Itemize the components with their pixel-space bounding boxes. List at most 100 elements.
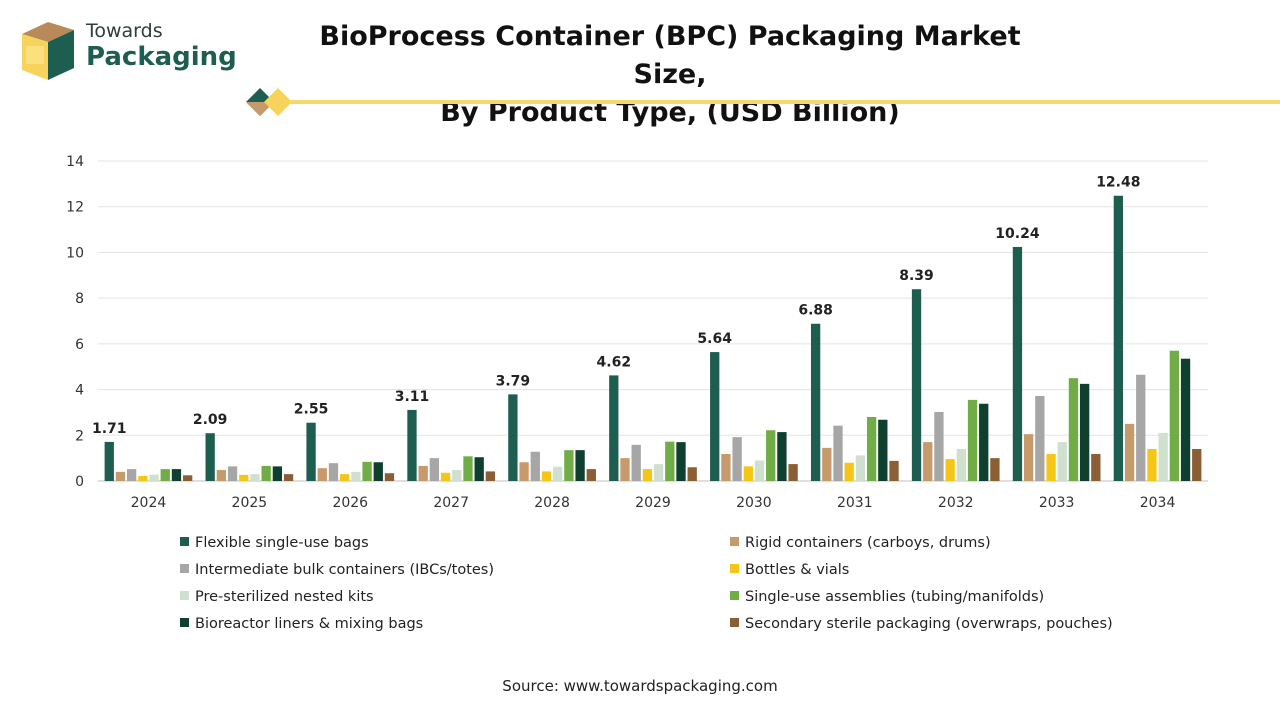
legend-label: Rigid containers (carboys, drums) [745, 535, 991, 551]
bar [889, 460, 899, 481]
y-tick-label: 8 [75, 291, 84, 307]
logo-text-packaging: Packaging [86, 42, 237, 72]
legend-item: Pre-sterilized nested kits [180, 589, 374, 605]
bar [878, 419, 888, 481]
legend-swatch [180, 618, 189, 627]
bar [362, 461, 372, 481]
bar [609, 375, 619, 481]
chart-title: BioProcess Container (BPC) Packaging Mar… [300, 18, 1040, 132]
bar [754, 460, 765, 481]
legend-item: Single-use assemblies (tubing/manifolds) [730, 589, 1044, 605]
bar [810, 323, 821, 481]
bar [945, 459, 955, 481]
bar [665, 441, 675, 481]
y-tick-label: 12 [66, 200, 84, 216]
legend-item: Intermediate bulk containers (IBCs/totes… [180, 562, 494, 578]
bar [979, 403, 989, 481]
bar [115, 471, 126, 481]
bar [261, 465, 271, 481]
data-label: 1.71 [92, 421, 127, 437]
bar [485, 471, 496, 481]
bar [1012, 246, 1023, 481]
bar [384, 473, 395, 481]
bar [317, 468, 327, 481]
bar [149, 474, 159, 481]
x-tick-label: 2027 [433, 495, 469, 511]
bar [340, 474, 350, 481]
bar [934, 411, 944, 481]
x-tick-label: 2026 [332, 495, 368, 511]
data-label: 8.39 [899, 268, 934, 284]
y-tick-label: 2 [75, 428, 84, 444]
x-tick-label: 2034 [1140, 495, 1176, 511]
x-tick-label: 2024 [131, 495, 167, 511]
data-label: 12.48 [1096, 175, 1140, 191]
bar [508, 394, 518, 481]
bar [866, 417, 877, 481]
bar [1079, 383, 1090, 481]
legend-item: Secondary sterile packaging (overwraps, … [730, 616, 1113, 632]
bar [530, 451, 540, 481]
x-tick-label: 2032 [938, 495, 974, 511]
legend-label: Intermediate bulk containers (IBCs/totes… [195, 562, 495, 578]
towards-packaging-logo [22, 22, 74, 80]
legend-swatch [730, 537, 739, 546]
bar [418, 465, 428, 481]
bar [474, 457, 484, 481]
bar [1057, 442, 1067, 481]
bar [833, 425, 843, 481]
y-tick-label: 6 [75, 337, 84, 353]
bar [1091, 454, 1101, 481]
bar [541, 471, 552, 481]
bar [205, 433, 215, 481]
bar [373, 462, 383, 481]
bar [1124, 423, 1135, 481]
legend-swatch [180, 591, 189, 600]
x-tick-label: 2030 [736, 495, 772, 511]
legend-item: Bioreactor liners & mixing bags [180, 616, 423, 632]
data-label: 2.55 [294, 402, 329, 418]
y-tick-label: 10 [66, 245, 84, 261]
bar [104, 441, 114, 481]
data-label: 4.62 [597, 354, 632, 370]
bar [911, 289, 922, 481]
bar [620, 458, 630, 481]
data-label: 6.88 [798, 303, 833, 319]
logo-box-side [48, 30, 74, 80]
logo-text-towards: Towards [86, 20, 163, 42]
source-text: Source: www.towardspackaging.com [502, 677, 778, 695]
bar [956, 449, 966, 481]
bar [1158, 433, 1168, 481]
data-label: 10.24 [995, 226, 1040, 242]
bar [440, 472, 451, 481]
bar [788, 464, 798, 481]
bar [822, 447, 832, 481]
bar [1169, 350, 1179, 481]
bar [328, 463, 339, 481]
bar [1147, 449, 1157, 481]
bar [553, 466, 563, 481]
bar [452, 470, 462, 481]
legend-label: Single-use assemblies (tubing/manifolds) [745, 589, 1045, 605]
bar [766, 430, 776, 481]
legend-swatch [180, 537, 189, 546]
bar [653, 464, 664, 481]
bar [239, 474, 249, 481]
bar [855, 455, 866, 481]
legend-swatch [730, 618, 739, 627]
legend-label: Bioreactor liners & mixing bags [195, 616, 424, 632]
bar [1180, 358, 1191, 481]
data-label: 3.79 [496, 373, 531, 389]
bar-chart: 0 2 4 6 8 10 12 14 1.71 2024 2.09 2025 2.55 2026 3.11 2… [66, 154, 1208, 511]
bar [777, 432, 787, 481]
bar [463, 456, 473, 481]
bar [519, 462, 529, 481]
decoration-diamond-tan [246, 102, 274, 116]
bar [171, 469, 182, 481]
bar [429, 458, 440, 481]
y-tick-label: 0 [75, 474, 84, 490]
bar [272, 466, 283, 481]
bar [1068, 378, 1079, 481]
bar [183, 475, 193, 481]
bar [844, 462, 854, 481]
